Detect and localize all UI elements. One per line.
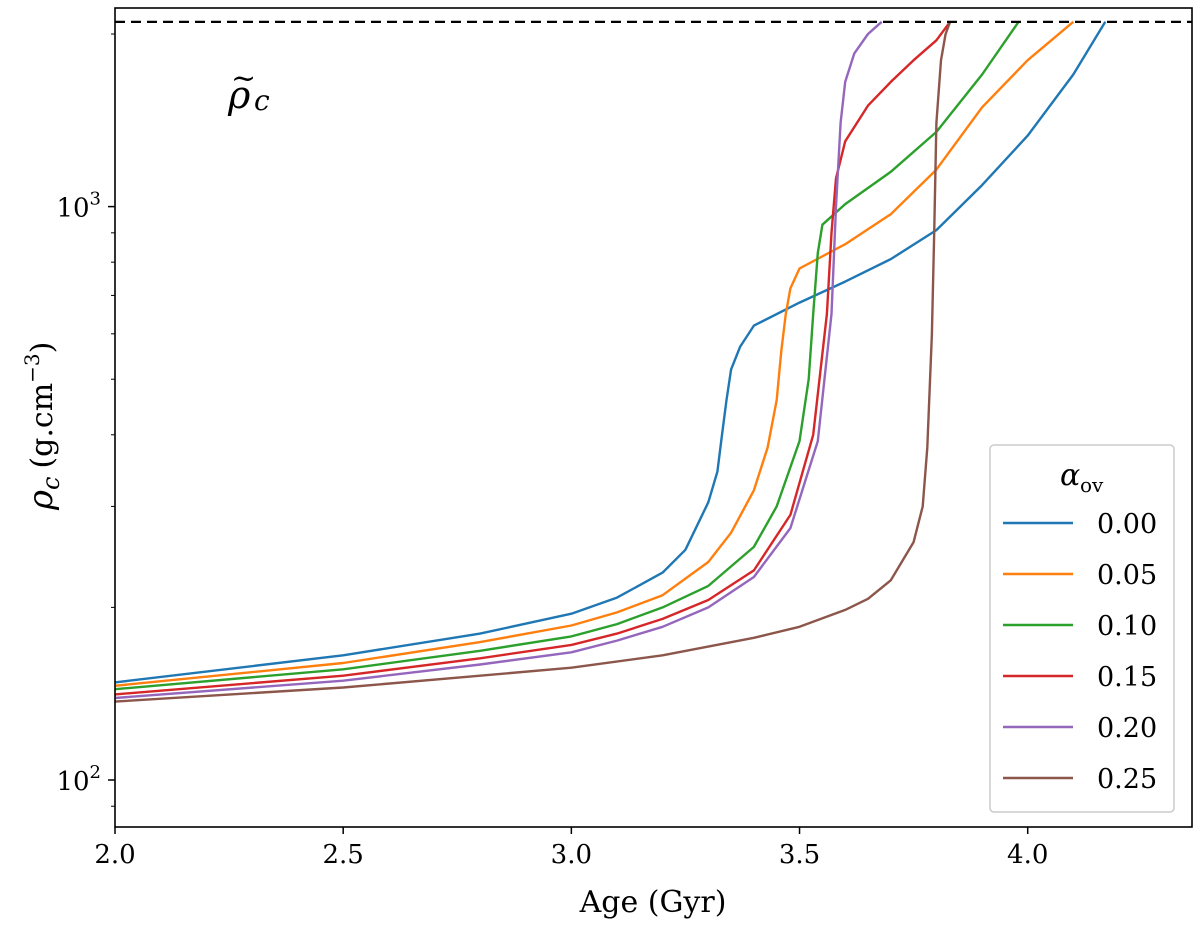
series-line-0.25 <box>114 21 952 703</box>
legend-box <box>989 444 1175 813</box>
legend-title-subscript: ov <box>1080 473 1104 497</box>
plot-lines <box>114 20 1107 703</box>
legend-label-0.25: 0.25 <box>1097 764 1157 795</box>
x-tick-label: 4.0 <box>1007 840 1048 870</box>
legend-title-symbol: α <box>1060 458 1080 493</box>
series-line-0.00 <box>114 21 1107 684</box>
plot-area-border <box>114 7 1193 828</box>
x-tick-label: 2.0 <box>94 840 135 870</box>
y-ticks: 102 103 <box>56 33 115 807</box>
legend-label-0.20: 0.20 <box>1097 713 1157 744</box>
series-line-0.20 <box>114 20 883 700</box>
legend-items: 0.00 0.05 0.10 0.15 0.20 0.25 <box>1003 509 1157 795</box>
x-axis-label: Age (Gyr) <box>579 885 727 920</box>
ylabel-exponent: −3 <box>20 353 44 382</box>
legend-label-0.05: 0.05 <box>1097 560 1157 591</box>
series-line-0.10 <box>114 21 1020 691</box>
threshold-symbol: ρ <box>227 73 251 117</box>
x-tick-label: 3.0 <box>551 840 592 870</box>
legend-label-0.00: 0.00 <box>1097 509 1157 540</box>
threshold-label: ρ c ~ <box>227 61 270 117</box>
threshold-subscript: c <box>254 84 270 117</box>
y-tick-label: 103 <box>56 189 101 224</box>
legend-label-0.15: 0.15 <box>1097 662 1157 693</box>
series-line-0.05 <box>114 20 1075 687</box>
ylabel-unit: (g.cm <box>25 383 60 469</box>
svg-text:ρc(g.cm−3): ρc (g.cm−3) <box>20 342 65 511</box>
legend-label-0.10: 0.10 <box>1097 611 1157 642</box>
y-tick-label: 102 <box>56 762 101 797</box>
threshold-accent: ~ <box>231 61 256 96</box>
ylabel-symbol: ρ <box>21 490 61 511</box>
x-ticks: 2.0 2.5 3.0 3.5 4.0 <box>94 827 1048 870</box>
series-line-0.15 <box>114 21 952 696</box>
axis-frame <box>114 7 1193 828</box>
legend: α ov 0.00 0.05 0.10 0.15 0.20 0.25 <box>989 444 1175 813</box>
x-tick-label: 3.5 <box>779 840 820 870</box>
ylabel-subscript: c <box>37 477 65 490</box>
x-tick-label: 2.5 <box>322 840 363 870</box>
y-axis-label: ρc (g.cm−3) <box>20 342 65 511</box>
ylabel-close: ) <box>25 342 60 354</box>
